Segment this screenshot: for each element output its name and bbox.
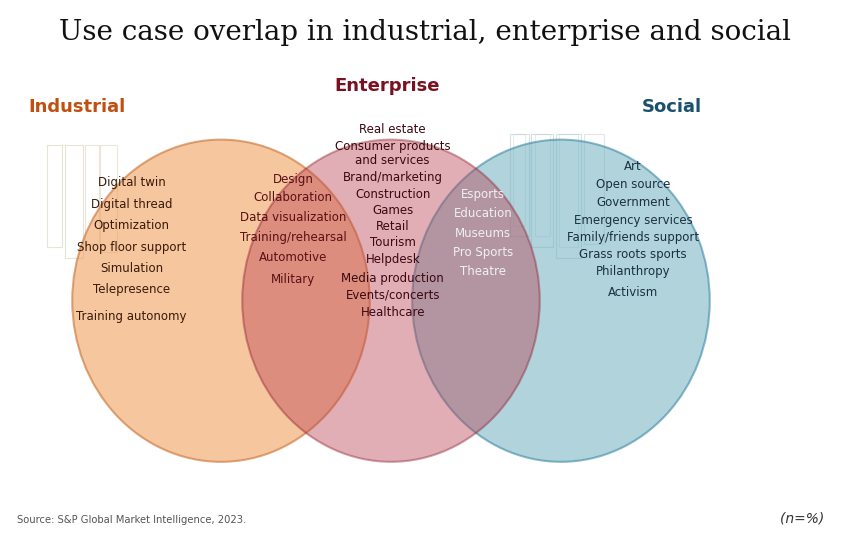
Text: Philanthropy: Philanthropy	[596, 265, 671, 278]
Text: Tourism: Tourism	[370, 236, 416, 249]
Bar	[531, 134, 553, 247]
Text: Automotive: Automotive	[259, 251, 327, 264]
Text: Digital twin: Digital twin	[98, 176, 166, 189]
Text: Brand/marketing: Brand/marketing	[343, 171, 443, 184]
Ellipse shape	[72, 140, 370, 462]
Text: Use case overlap in industrial, enterprise and social: Use case overlap in industrial, enterpri…	[59, 19, 791, 46]
Text: Consumer products: Consumer products	[335, 140, 451, 153]
Text: Telepresence: Telepresence	[94, 284, 170, 296]
Bar	[85, 145, 99, 244]
Text: Data visualization: Data visualization	[240, 211, 347, 224]
Bar	[65, 145, 83, 258]
Text: Theatre: Theatre	[460, 265, 506, 278]
Text: Healthcare: Healthcare	[360, 306, 425, 319]
Text: Source: S&P Global Market Intelligence, 2023.: Source: S&P Global Market Intelligence, …	[17, 515, 246, 525]
Bar	[100, 145, 117, 252]
Text: Pro Sports: Pro Sports	[453, 246, 513, 259]
Text: Simulation: Simulation	[100, 262, 163, 275]
Text: Collaboration: Collaboration	[254, 191, 332, 204]
Text: and services: and services	[355, 154, 430, 166]
Text: Training/rehearsal: Training/rehearsal	[240, 231, 347, 244]
Text: Real estate: Real estate	[360, 124, 426, 136]
Text: Construction: Construction	[355, 188, 430, 201]
Bar	[535, 134, 550, 236]
Text: Optimization: Optimization	[94, 219, 170, 232]
Ellipse shape	[412, 140, 710, 462]
Text: Industrial: Industrial	[28, 98, 125, 117]
Text: Family/friends support: Family/friends support	[567, 231, 700, 244]
Text: Activism: Activism	[608, 286, 659, 299]
Text: Social: Social	[642, 98, 701, 117]
Bar	[513, 134, 525, 226]
Bar	[510, 134, 529, 236]
Text: Esports: Esports	[461, 188, 505, 201]
Text: Digital thread: Digital thread	[91, 198, 173, 211]
Text: Art: Art	[625, 160, 642, 173]
Text: Military: Military	[271, 273, 315, 286]
Text: Open source: Open source	[596, 178, 671, 191]
Text: Design: Design	[273, 173, 314, 186]
Text: Helpdesk: Helpdesk	[366, 253, 420, 266]
Text: Training autonomy: Training autonomy	[76, 310, 187, 323]
Text: Grass roots sports: Grass roots sports	[580, 248, 687, 261]
Bar	[47, 145, 62, 247]
Text: Museums: Museums	[455, 227, 511, 240]
Text: Education: Education	[453, 207, 513, 220]
Text: Government: Government	[597, 197, 670, 209]
Text: Emergency services: Emergency services	[574, 214, 693, 227]
Bar	[559, 134, 578, 247]
Text: (n=⁠%): (n=⁠%)	[780, 511, 824, 525]
Bar	[556, 134, 581, 258]
Bar	[584, 134, 604, 244]
Text: Enterprise: Enterprise	[334, 77, 439, 95]
Text: Shop floor support: Shop floor support	[77, 241, 186, 253]
Text: Retail: Retail	[376, 220, 410, 233]
Text: Games: Games	[372, 204, 413, 217]
Ellipse shape	[242, 140, 540, 462]
Text: Media production: Media production	[342, 272, 444, 285]
Text: Events/concerts: Events/concerts	[345, 289, 440, 302]
